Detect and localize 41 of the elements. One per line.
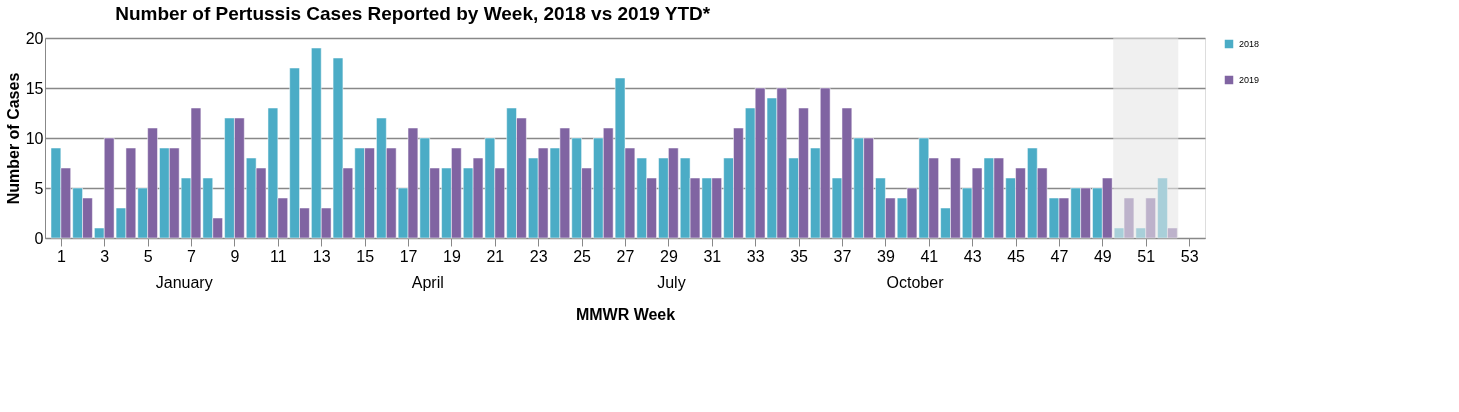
text: January: [155, 274, 213, 291]
x-tick-label: 35: [790, 247, 809, 265]
text: April: [411, 274, 444, 291]
x-tick-label: 31: [703, 247, 722, 265]
x-tick-label: 3: [100, 247, 110, 265]
text: October: [886, 274, 945, 291]
x-tick-label: 39: [876, 247, 895, 265]
legend-label: 2019: [1239, 75, 1260, 85]
x-tick-label: 37: [833, 247, 852, 265]
x-tick-label: 51: [1137, 247, 1156, 265]
x-tick-label: 19: [443, 247, 461, 265]
x-tick-label: 21: [486, 247, 505, 265]
x-axis-title: MMWR Week: [575, 305, 676, 323]
y-tick-label: 20: [25, 29, 44, 47]
x-tick-label: 41: [920, 247, 939, 265]
x-tick-label: 49: [1093, 247, 1112, 265]
chart-title: Number of Pertussis Cases Reported by Week, 2018 vs 2019 YTD*: [115, 3, 711, 24]
x-tick-label: 5: [143, 247, 153, 265]
x-tick-label: 45: [1007, 247, 1026, 265]
x-tick-label: 23: [529, 247, 548, 265]
x-tick-label: 33: [746, 247, 765, 265]
x-tick-label: 7: [187, 247, 197, 265]
x-tick-label: 15: [356, 247, 375, 265]
x-tick-label: 47: [1050, 247, 1069, 265]
x-tick-label: 29: [660, 247, 678, 265]
x-tick-label: 11: [270, 247, 287, 265]
x-tick-label: 53: [1180, 247, 1199, 265]
text: July: [657, 274, 686, 291]
y-tick-label: 5: [34, 179, 44, 197]
x-tick-label: 13: [312, 247, 331, 265]
x-tick-label: 27: [616, 247, 635, 265]
x-tick-label: 9: [230, 247, 240, 265]
y-axis-title: Number of Cases: [4, 72, 22, 205]
x-tick-label: 25: [573, 247, 592, 265]
x-tick-label: 43: [963, 247, 982, 265]
legend-label: 2018: [1239, 39, 1260, 49]
y-tick-label: 0: [34, 229, 44, 247]
x-tick-label: 1: [56, 247, 66, 265]
y-tick-label: 10: [25, 129, 44, 147]
y-tick-label: 15: [25, 79, 44, 97]
x-tick-label: 17: [399, 247, 418, 265]
